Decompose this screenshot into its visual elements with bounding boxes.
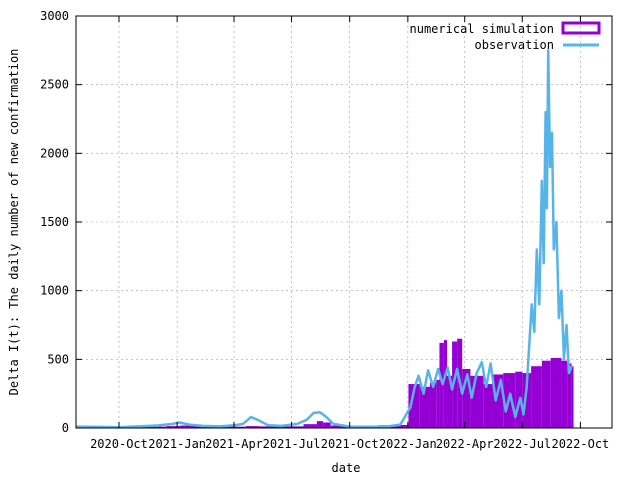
legend-label-simulation: numerical simulation xyxy=(410,22,555,36)
simulation-bar xyxy=(246,426,259,428)
simulation-bar xyxy=(303,424,317,428)
simulation-bar xyxy=(138,426,167,428)
simulation-bar xyxy=(316,421,324,428)
legend: numerical simulation observation xyxy=(410,21,601,52)
x-tick-label: 2022-Jan xyxy=(379,437,437,451)
simulation-bar xyxy=(439,342,444,428)
simulation-bar xyxy=(567,363,572,428)
simulation-bar xyxy=(419,386,430,428)
simulation-bar xyxy=(462,368,471,428)
y-tick-labels: 0 500 1000 1500 2000 2500 3000 xyxy=(40,9,69,435)
y-tick-label: 2000 xyxy=(40,146,69,160)
simulation-bar xyxy=(179,425,206,428)
simulation-bar xyxy=(397,424,408,428)
simulation-bar xyxy=(561,360,568,428)
y-tick-label: 500 xyxy=(47,352,69,366)
simulation-bar xyxy=(323,422,331,428)
simulation-bar xyxy=(483,384,493,428)
x-tick-label: 2022-Oct xyxy=(551,437,609,451)
y-tick-label: 1000 xyxy=(40,284,69,298)
x-tick-label: 2021-Oct xyxy=(321,437,379,451)
y-tick-label: 1500 xyxy=(40,215,69,229)
simulation-bar xyxy=(550,357,562,428)
simulation-bar xyxy=(470,375,484,428)
simulation-bar xyxy=(281,426,304,428)
simulation-bar xyxy=(429,382,437,428)
simulation-bar xyxy=(166,426,180,428)
x-tick-label: 2022-Jul xyxy=(493,437,551,451)
x-tick-label: 2021-Jul xyxy=(263,437,321,451)
x-tick-label: 2022-Apr xyxy=(436,437,494,451)
ticks xyxy=(76,15,612,429)
legend-swatch-simulation xyxy=(561,21,601,35)
simulation-bar xyxy=(447,375,453,428)
simulation-bar xyxy=(522,373,532,428)
simulation-bar xyxy=(531,366,542,428)
legend-label-observation: observation xyxy=(475,38,554,52)
simulation-bar xyxy=(452,341,458,428)
y-axis-label: Delta I(t): The daily number of new conf… xyxy=(7,49,21,396)
simulation-bar xyxy=(541,360,551,428)
x-tick-label: 2021-Jan xyxy=(148,437,206,451)
simulation-bar xyxy=(443,340,448,428)
y-tick-label: 2500 xyxy=(40,78,69,92)
x-tick-label: 2020-Oct xyxy=(90,437,148,451)
simulation-bar xyxy=(234,426,247,428)
observation-line xyxy=(75,49,573,429)
simulation-bar xyxy=(571,366,574,428)
grid xyxy=(76,16,612,428)
observation-line-layer xyxy=(75,49,573,429)
simulation-bar xyxy=(258,426,282,428)
x-tick-label: 2021-Apr xyxy=(205,437,263,451)
simulation-bar xyxy=(436,379,440,428)
simulation-bar xyxy=(492,374,504,428)
x-tick-labels: 2020-Oct 2021-Jan 2021-Apr 2021-Jul 2021-Oct… xyxy=(90,437,609,451)
y-tick-label: 3000 xyxy=(40,9,69,23)
x-axis-label: date xyxy=(332,461,361,475)
simulation-bar xyxy=(408,384,420,428)
y-tick-label: 0 xyxy=(62,421,69,435)
